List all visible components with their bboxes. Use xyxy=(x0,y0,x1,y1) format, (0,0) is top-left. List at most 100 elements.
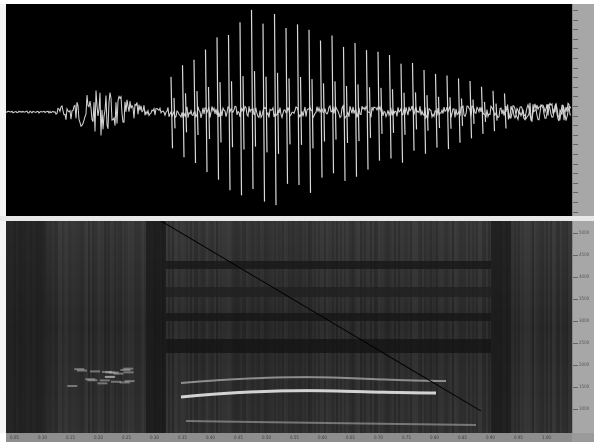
spectrogram-column xyxy=(444,221,446,433)
frequency-label: 2500 xyxy=(579,340,590,345)
spectrogram-column xyxy=(216,221,218,433)
spectrogram-column xyxy=(314,221,316,433)
spectrogram-column xyxy=(170,221,172,433)
spectrogram-image xyxy=(6,221,572,433)
time-label: 0.85 xyxy=(458,435,467,440)
spectrogram-column xyxy=(522,221,524,433)
spectrogram-column xyxy=(72,221,74,433)
frequency-ruler[interactable]: 5000 4500 4000 3500 3000 2500 2000 1500 1000 xyxy=(572,221,594,433)
spectrogram-column xyxy=(364,221,366,433)
spectrogram-column xyxy=(480,221,482,433)
ruler-tick xyxy=(573,10,578,11)
spectrogram-column xyxy=(410,221,412,433)
time-label: 0.10 xyxy=(38,435,47,440)
ruler-tick xyxy=(573,299,578,300)
ruler-tick xyxy=(573,86,578,88)
spectrogram-bg xyxy=(6,221,572,433)
spectrogram-column xyxy=(256,221,258,433)
waveform-pulse xyxy=(285,27,291,184)
waveform-pulse xyxy=(354,42,360,177)
spectrogram-column xyxy=(134,221,136,433)
spectrogram-column xyxy=(138,221,140,433)
ruler-tick xyxy=(573,19,578,21)
spectrogram-column xyxy=(234,221,236,433)
spectrogram-column xyxy=(88,221,90,433)
waveform-pulse xyxy=(400,63,406,163)
spectrogram-column xyxy=(180,221,182,433)
noise-streak xyxy=(97,382,108,385)
time-label: 0.25 xyxy=(122,435,131,440)
time-label: 0.90 xyxy=(486,435,495,440)
spectrogram-column xyxy=(84,221,86,433)
pane-splitter[interactable] xyxy=(0,216,594,221)
spectrogram-column xyxy=(92,221,94,433)
ruler-tick xyxy=(573,343,578,344)
spectrogram-column xyxy=(388,221,390,433)
silence-region xyxy=(6,221,46,433)
spectrogram-column xyxy=(430,221,432,433)
spectrogram-column xyxy=(370,221,372,433)
waveform-pulse xyxy=(457,78,464,143)
spectrogram-column xyxy=(80,221,82,433)
spectrogram-column xyxy=(240,221,242,433)
time-ruler[interactable]: 0.05 0.10 0.15 0.20 0.25 0.30 0.35 0.40 0.45 0.50… xyxy=(6,433,572,442)
spectrogram-column xyxy=(380,221,382,433)
ruler-tick xyxy=(573,365,578,366)
spectrogram-column xyxy=(514,221,516,433)
spectrogram-column xyxy=(348,221,350,433)
spectrogram-column xyxy=(376,221,378,433)
spectrogram-column xyxy=(486,221,488,433)
time-label: 0.60 xyxy=(318,435,327,440)
spectrogram-column xyxy=(400,221,402,433)
noise-streak xyxy=(74,368,85,371)
selection-cursor-line xyxy=(160,221,482,412)
spectrogram-column xyxy=(244,221,246,433)
spectrogram-column xyxy=(200,221,202,433)
spectrogram-column xyxy=(168,221,170,433)
spectrogram-column xyxy=(424,221,426,433)
spectrogram-column xyxy=(266,221,268,433)
waveform-pulse xyxy=(480,86,487,134)
waveform-view[interactable] xyxy=(6,4,572,216)
spectrogram-column xyxy=(382,221,384,433)
spectrogram-column xyxy=(192,221,194,433)
noise-streak xyxy=(113,372,124,375)
frequency-label: 4500 xyxy=(579,252,590,257)
spectrogram-column xyxy=(208,221,210,433)
spectrogram-column xyxy=(132,221,134,433)
spectrogram-column xyxy=(428,221,430,433)
spectrogram-column xyxy=(172,221,174,433)
spectrogram-column xyxy=(108,221,110,433)
ruler-tick xyxy=(573,321,578,322)
spectrogram-column xyxy=(470,221,472,433)
spectrogram-column xyxy=(218,221,220,433)
spectrogram-column xyxy=(330,221,332,433)
spectrogram-column xyxy=(222,221,224,433)
amplitude-ruler[interactable] xyxy=(572,4,594,216)
spectrogram-column xyxy=(460,221,462,433)
spectrogram-column xyxy=(482,221,484,433)
spectrogram-column xyxy=(64,221,66,433)
spectrogram-column xyxy=(420,221,422,433)
spectrogram-column xyxy=(226,221,228,433)
spectrogram-column xyxy=(190,221,192,433)
spectrogram-column xyxy=(116,221,118,433)
spectrogram-column xyxy=(52,221,54,433)
spectrogram-column xyxy=(248,221,250,433)
spectrogram-column xyxy=(384,221,386,433)
ruler-tick xyxy=(573,277,578,278)
spectrogram-column xyxy=(404,221,406,433)
waveform-pulse xyxy=(342,46,349,181)
spectrogram-column xyxy=(224,221,226,433)
noise-streak xyxy=(67,384,78,387)
waveform-noise xyxy=(6,90,572,136)
time-label: 0.80 xyxy=(430,435,439,440)
ruler-tick xyxy=(573,96,578,98)
spectrogram-column xyxy=(104,221,106,433)
spectrogram-column xyxy=(538,221,540,433)
spectrogram-column xyxy=(96,221,98,433)
spectrogram-column xyxy=(340,221,342,433)
spectrogram-column xyxy=(468,221,470,433)
spectrogram-view[interactable] xyxy=(6,221,572,433)
ruler-tick xyxy=(573,77,578,79)
